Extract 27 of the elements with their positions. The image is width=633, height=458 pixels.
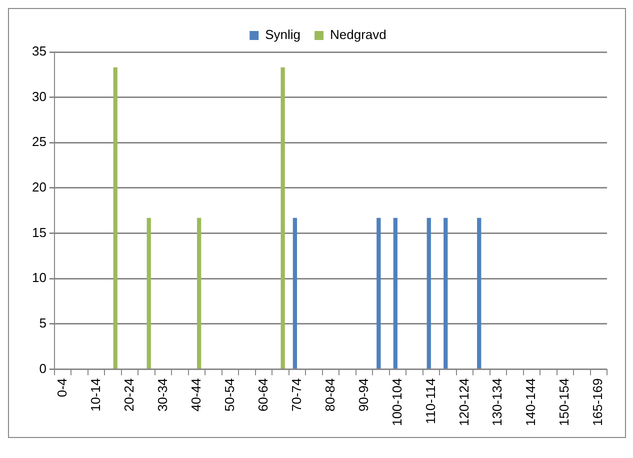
x-tick-label: 80-84 bbox=[322, 378, 338, 412]
y-tick-label: 35 bbox=[32, 44, 46, 59]
x-tick-label: 60-64 bbox=[255, 378, 270, 412]
y-tick-label: 0 bbox=[39, 360, 46, 376]
x-tick-label: 130-134 bbox=[490, 378, 505, 426]
y-tick-label: 10 bbox=[32, 270, 46, 286]
x-tick-label: 20-24 bbox=[121, 378, 136, 412]
x-tick-label: 10-14 bbox=[88, 378, 103, 412]
y-tick-label: 30 bbox=[32, 88, 46, 104]
y-tick-label: 25 bbox=[32, 134, 46, 150]
x-tick-label: 140-144 bbox=[523, 378, 538, 426]
x-tick-label: 150-154 bbox=[556, 378, 572, 426]
y-tick-label: 20 bbox=[32, 180, 46, 195]
x-tick-label: 30-34 bbox=[154, 378, 170, 412]
x-tick-label: 40-44 bbox=[188, 378, 204, 412]
x-tick-label: 70-74 bbox=[288, 378, 304, 412]
legend-label: Synlig bbox=[265, 27, 301, 42]
x-tick-label: 120-124 bbox=[456, 378, 472, 426]
x-tick-label: 50-54 bbox=[222, 378, 237, 412]
x-tick-label: 110-114 bbox=[422, 378, 438, 424]
x-tick-label: 90-94 bbox=[356, 378, 371, 412]
x-tick-label: 100-104 bbox=[389, 378, 404, 426]
x-tick-label: 0-4 bbox=[54, 378, 70, 398]
y-tick-label: 15 bbox=[32, 224, 46, 240]
y-tick-label: 5 bbox=[39, 316, 46, 331]
legend-label: Nedgravd bbox=[330, 27, 386, 42]
x-tick-label: 165-169 bbox=[590, 378, 606, 426]
